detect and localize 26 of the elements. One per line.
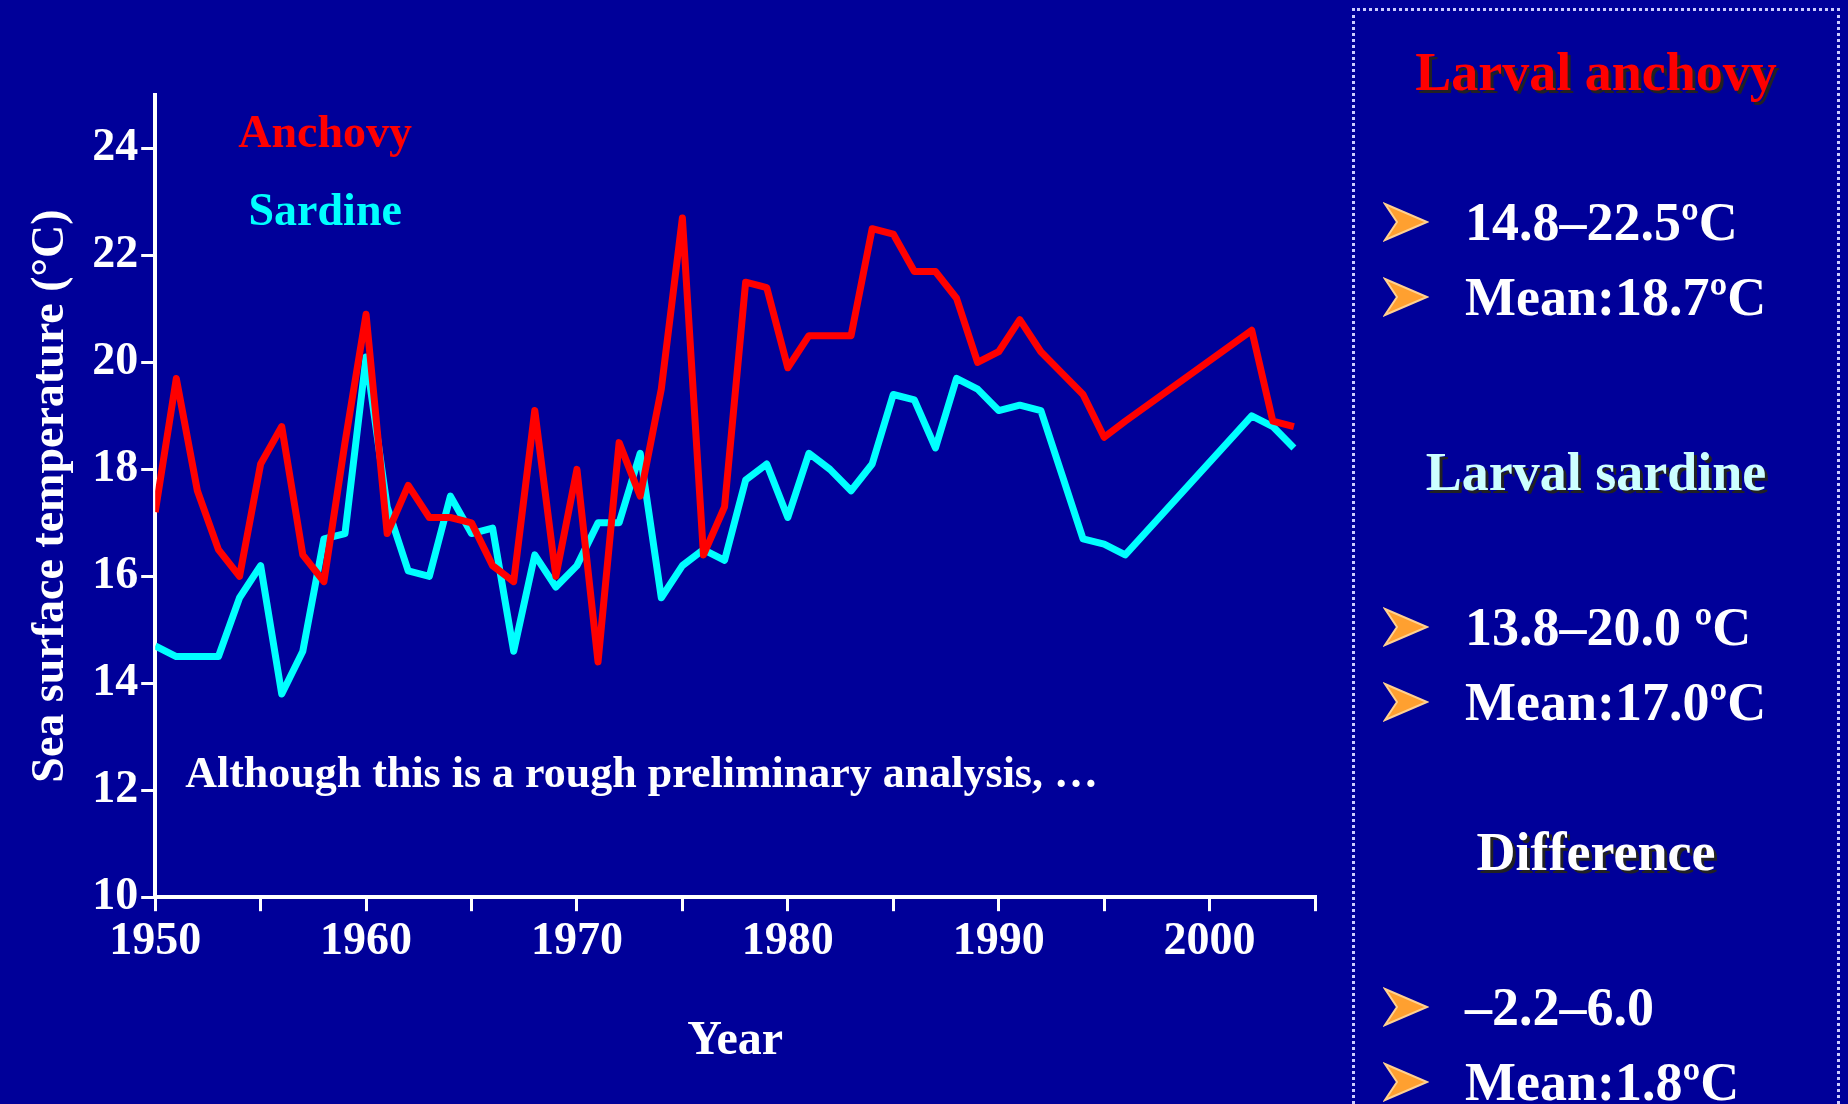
annotation: Although this is a rough preliminary analysis, …	[185, 747, 1098, 797]
text: 14.8–22.5ºC	[1465, 191, 1738, 253]
x-tick-label: 1990	[952, 912, 1045, 964]
y-tick-label: 14	[92, 654, 139, 706]
y-tick-label: 24	[92, 119, 139, 171]
x-tick-label: 2000	[1163, 912, 1256, 964]
y-tick-label: 16	[92, 547, 139, 599]
y-axis-title: Sea surface temperature (°C)	[22, 209, 74, 783]
text: –2.2–6.0	[1465, 976, 1654, 1038]
text: Anchovy	[238, 105, 413, 157]
text: 13.8–20.0 ºC	[1465, 596, 1752, 658]
y-tick-label: 18	[92, 440, 139, 492]
x-tick-label: 1980	[741, 912, 834, 964]
text: Mean:17.0ºC	[1465, 671, 1767, 733]
text: Larval sardine	[1424, 441, 1768, 503]
x-tick-label: 1970	[530, 912, 623, 964]
y-tick-label: 20	[92, 333, 139, 385]
text: Mean:1.8ºC	[1465, 1051, 1740, 1104]
text: Larval anchovy	[1414, 41, 1778, 103]
text: Sardine	[248, 183, 402, 235]
x-tick-label: 1960	[320, 912, 413, 964]
y-tick-label: 12	[92, 761, 139, 813]
text: Mean:18.7ºC	[1465, 266, 1767, 328]
y-tick-label: 22	[92, 226, 139, 278]
text: Difference	[1475, 821, 1717, 883]
x-axis-title: Year	[687, 1010, 784, 1064]
